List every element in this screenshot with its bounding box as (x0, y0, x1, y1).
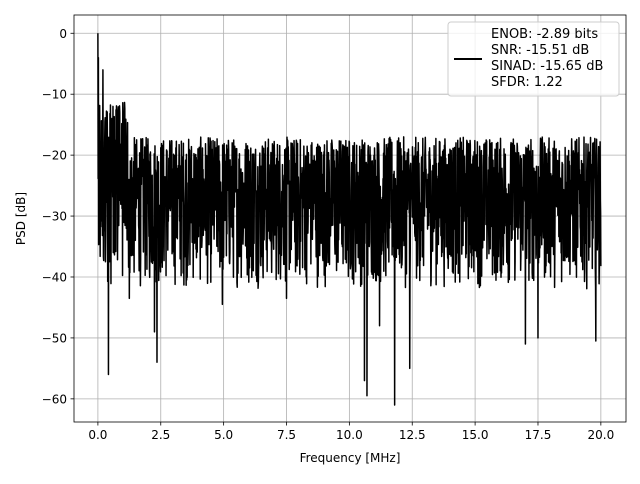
y-tick-label: −50 (42, 331, 67, 345)
x-axis-label: Frequency [MHz] (300, 451, 401, 465)
psd-series-line (97, 33, 602, 406)
x-tick-label: 7.5 (277, 428, 296, 442)
x-tick-label: 15.0 (462, 428, 489, 442)
x-tick-label: 12.5 (399, 428, 426, 442)
x-axis-ticks: 0.0 2.5 5.0 7.5 10.0 12.5 15.0 17.5 20.0 (88, 422, 614, 442)
x-tick-label: 5.0 (214, 428, 233, 442)
plot-area-frame (73, 14, 627, 423)
legend-entry-snr: SNR: -15.51 dB (491, 43, 589, 58)
legend-entry-enob: ENOB: -2.89 bits (491, 27, 598, 42)
x-tick-label: 0.0 (88, 428, 107, 442)
y-tick-label: 0 (59, 27, 67, 41)
y-tick-label: −10 (42, 88, 67, 102)
y-tick-label: −20 (42, 149, 67, 163)
x-tick-label: 20.0 (587, 428, 614, 442)
y-axis-ticks: 0 −10 −20 −30 −40 −50 −60 (42, 27, 74, 406)
legend-box (447, 21, 620, 97)
legend-entry-sinad: SINAD: -15.65 dB (491, 59, 603, 74)
x-tick-label: 10.0 (336, 428, 363, 442)
y-axis-label: PSD [dB] (14, 192, 28, 245)
y-tick-label: −60 (42, 392, 67, 406)
legend-entry-sfdr: SFDR: 1.22 (491, 75, 563, 90)
y-tick-label: −30 (42, 210, 67, 224)
y-tick-label: −40 (42, 270, 67, 284)
legend: ENOB: -2.89 bits SNR: -15.51 dB SINAD: -… (447, 21, 620, 97)
x-tick-label: 17.5 (525, 428, 552, 442)
x-tick-label: 2.5 (151, 428, 170, 442)
